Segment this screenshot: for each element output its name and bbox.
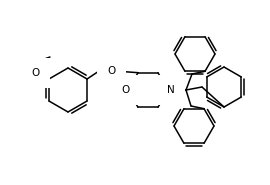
Text: O: O [32,68,40,78]
Text: O: O [121,85,129,95]
Text: O: O [107,66,115,76]
Text: N: N [167,85,175,95]
